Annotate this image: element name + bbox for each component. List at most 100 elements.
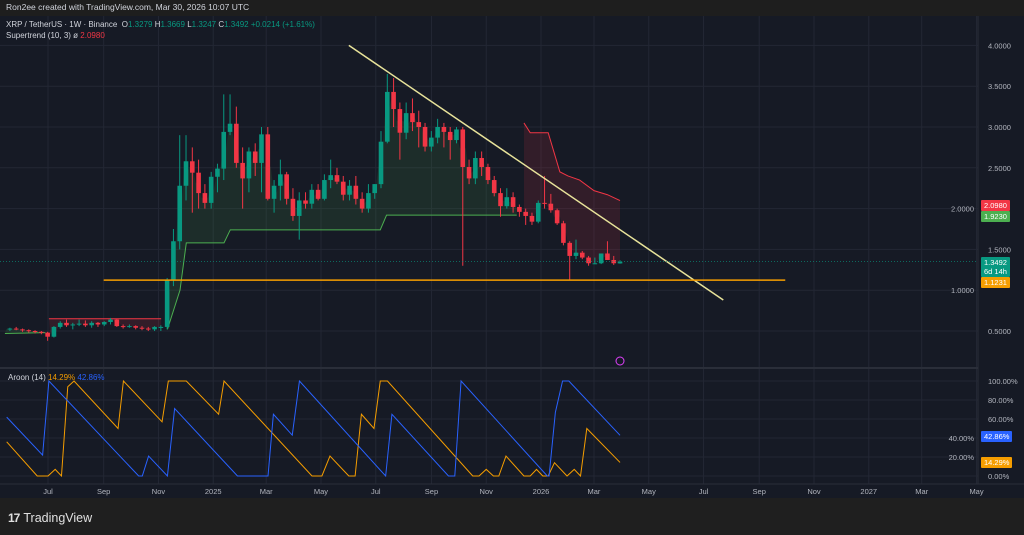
candle: [278, 159, 283, 201]
candle-body: [561, 223, 566, 243]
change-value: +0.0214 (+1.61%): [250, 20, 315, 29]
candle-body: [573, 252, 579, 256]
time-axis-label: 2025: [205, 487, 222, 496]
candle-body: [284, 174, 289, 199]
chart-panel[interactable]: [0, 16, 1024, 498]
candle: [567, 241, 573, 281]
candle-body: [290, 198, 296, 216]
candle-body: [441, 127, 447, 132]
price-axis-label: 4.0000: [988, 41, 1011, 50]
candle: [215, 163, 220, 193]
candle: [535, 200, 541, 224]
candle: [397, 102, 403, 160]
candle-body: [227, 123, 233, 132]
price-axis-label: 3.5000: [988, 82, 1011, 91]
candle-body: [152, 326, 157, 330]
candle-body: [384, 91, 390, 142]
candle-body: [548, 203, 554, 211]
candle: [498, 188, 503, 217]
candle: [548, 193, 554, 213]
candle: [7, 327, 13, 331]
supertrend-line-down: [523, 122, 621, 202]
candle: [403, 102, 409, 140]
candle-body: [164, 280, 170, 327]
candle-body: [340, 181, 346, 195]
open-value: 1.3279: [128, 20, 153, 29]
tag-value: 42.86%: [984, 432, 1010, 441]
candle: [504, 188, 510, 209]
candle: [561, 220, 566, 246]
candle: [491, 175, 497, 197]
open-label: O: [121, 20, 128, 29]
candle: [133, 325, 138, 330]
symbol-title[interactable]: XRP / TetherUS · 1W · Binance: [6, 20, 118, 29]
symbol-legend: XRP / TetherUS · 1W · Binance O1.3279 H1…: [6, 19, 315, 41]
candle: [529, 212, 535, 225]
candle: [454, 127, 459, 144]
candle-body: [177, 185, 183, 242]
price-axis-label: 1.5000: [988, 245, 1011, 254]
descending-trendline: [348, 44, 724, 301]
tradingview-mark-icon: 17: [8, 511, 20, 525]
candle-body: [510, 197, 516, 207]
candle-body: [278, 174, 283, 186]
aroon-axis-label: 80.00%: [988, 396, 1014, 405]
candle-body: [491, 180, 497, 194]
candle-body: [215, 168, 220, 177]
candle-body: [76, 323, 82, 325]
candle: [353, 175, 359, 205]
high-value: 1.3669: [160, 20, 185, 29]
candle: [290, 188, 296, 221]
candle-body: [523, 211, 528, 216]
tag-value: 1.3492: [984, 258, 1007, 267]
candle: [611, 255, 617, 265]
candle: [127, 324, 132, 328]
candle-body: [95, 322, 101, 325]
candle: [617, 260, 623, 264]
candle: [95, 322, 101, 327]
tradingview-logo[interactable]: 17 TradingView: [8, 511, 92, 525]
candle: [523, 208, 528, 225]
candle-body: [252, 151, 258, 163]
candle: [517, 204, 522, 217]
candle-body: [171, 241, 176, 281]
candle-body: [309, 189, 315, 204]
supertrend-label[interactable]: Supertrend (10, 3): [6, 31, 71, 40]
candle: [315, 184, 321, 201]
candle-body: [64, 322, 69, 326]
candle-body: [586, 257, 591, 264]
candle: [177, 135, 183, 250]
aroon-up-line: [6, 379, 621, 478]
supertrend-fill: [523, 122, 621, 264]
aroon-axis-label: 60.00%: [988, 415, 1014, 424]
candle: [284, 171, 289, 205]
candle-body: [504, 197, 510, 207]
candle-body: [429, 137, 434, 147]
top-bar: Ron2ee created with TradingView.com, Mar…: [0, 0, 1024, 16]
candle: [158, 325, 164, 331]
time-axis-label: Sep: [97, 487, 110, 496]
candle-body: [139, 327, 145, 329]
candle: [605, 241, 610, 261]
time-axis-label: Jul: [371, 487, 381, 496]
candle: [171, 229, 176, 287]
tag-value: 14.29%: [984, 458, 1010, 467]
time-axis-label: Sep: [753, 487, 766, 496]
candle-body: [454, 129, 459, 141]
aroon-label[interactable]: Aroon (14): [8, 373, 46, 382]
time-axis-label: Jul: [43, 487, 53, 496]
brand-name: TradingView: [23, 511, 93, 525]
candle-body: [359, 198, 365, 209]
candle: [441, 122, 447, 148]
candle: [473, 151, 478, 185]
low-label: L: [187, 20, 192, 29]
candle: [252, 143, 258, 176]
candle: [586, 255, 591, 266]
candle-body: [592, 263, 598, 265]
candle-body: [611, 260, 617, 264]
time-axis-label: May: [314, 487, 328, 496]
candle: [51, 326, 57, 338]
price-axis-label: 0.5000: [988, 327, 1011, 336]
candle: [378, 131, 384, 189]
